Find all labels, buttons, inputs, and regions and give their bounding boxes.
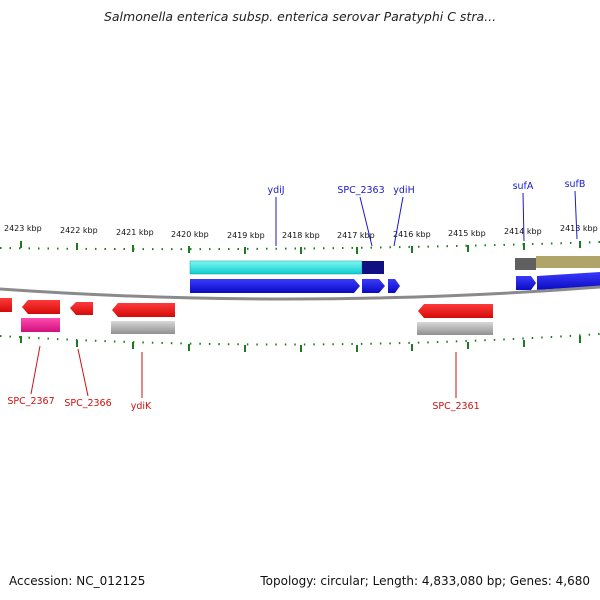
label-sufB[interactable]: sufB — [565, 179, 586, 190]
label-ydiH[interactable]: ydiH — [393, 185, 414, 196]
cds-spc-2361[interactable] — [418, 304, 493, 318]
scale-label: 2419 kbp — [227, 231, 265, 240]
forward-gene-row — [189, 256, 600, 275]
gene-spc-2363[interactable] — [362, 261, 384, 274]
topology-text: Topology: circular; Length: 4,833,080 bp… — [260, 574, 590, 588]
gene-spc-2367[interactable] — [21, 318, 60, 332]
cds-ydiH[interactable] — [388, 279, 400, 293]
cds-spc-2366[interactable] — [70, 302, 93, 315]
cds-sufA[interactable] — [516, 276, 536, 290]
scale-label: 2421 kbp — [116, 228, 154, 237]
label-sufA[interactable]: sufA — [513, 181, 534, 192]
top-gene-labels: ydiJ SPC_2363 ydiH sufA sufB — [267, 179, 585, 196]
scale-label: 2414 kbp — [504, 227, 542, 236]
scale-label: 2422 kbp — [60, 226, 98, 235]
scale-label: 2420 kbp — [171, 230, 209, 239]
gene-spc-2361[interactable] — [417, 322, 493, 335]
scale-label: 2417 kbp — [337, 231, 375, 240]
label-spc-2363[interactable]: SPC_2363 — [337, 185, 384, 196]
label-ydiJ[interactable]: ydiJ — [267, 185, 284, 196]
genome-backbone — [0, 285, 600, 301]
cds-ydiK[interactable] — [112, 303, 175, 317]
label-ydiK[interactable]: ydiK — [131, 401, 152, 412]
reverse-cds-row — [0, 298, 493, 318]
scale-label: 2416 kbp — [393, 230, 431, 239]
bottom-leader-lines — [30, 345, 457, 398]
scale-label: 2413 kbp — [560, 224, 598, 233]
gene-ydiJ[interactable] — [189, 260, 363, 275]
cds-left-edge[interactable] — [0, 298, 12, 312]
cds-sufB[interactable] — [537, 272, 600, 290]
top-leader-lines — [275, 190, 578, 247]
accession-text: Accession: NC_012125 — [9, 574, 146, 588]
map-title: Salmonella enterica subsp. enterica sero… — [103, 9, 497, 24]
label-spc-2361[interactable]: SPC_2361 — [432, 401, 479, 412]
scale-label: 2423 kbp — [4, 224, 42, 233]
cds-spc-2363[interactable] — [362, 279, 385, 293]
bottom-gene-labels: SPC_2367 SPC_2366 ydiK SPC_2361 — [7, 396, 479, 412]
scale-label: 2415 kbp — [448, 229, 486, 238]
reverse-gene-row — [21, 318, 493, 335]
gene-sufA[interactable] — [515, 258, 536, 270]
scale-arc-lower — [0, 333, 600, 346]
scale-label: 2418 kbp — [282, 231, 320, 240]
forward-cds-row — [190, 272, 600, 293]
label-spc-2367[interactable]: SPC_2367 — [7, 396, 54, 407]
gene-sufB[interactable] — [536, 256, 600, 268]
gene-ydiK[interactable] — [111, 321, 175, 334]
cds-spc-2367[interactable] — [22, 300, 60, 314]
scale-labels: 2423 kbp 2422 kbp 2421 kbp 2420 kbp 2419… — [4, 224, 598, 240]
label-spc-2366[interactable]: SPC_2366 — [64, 398, 111, 409]
cds-ydiJ[interactable] — [190, 279, 360, 293]
major-ticks — [20, 241, 581, 352]
